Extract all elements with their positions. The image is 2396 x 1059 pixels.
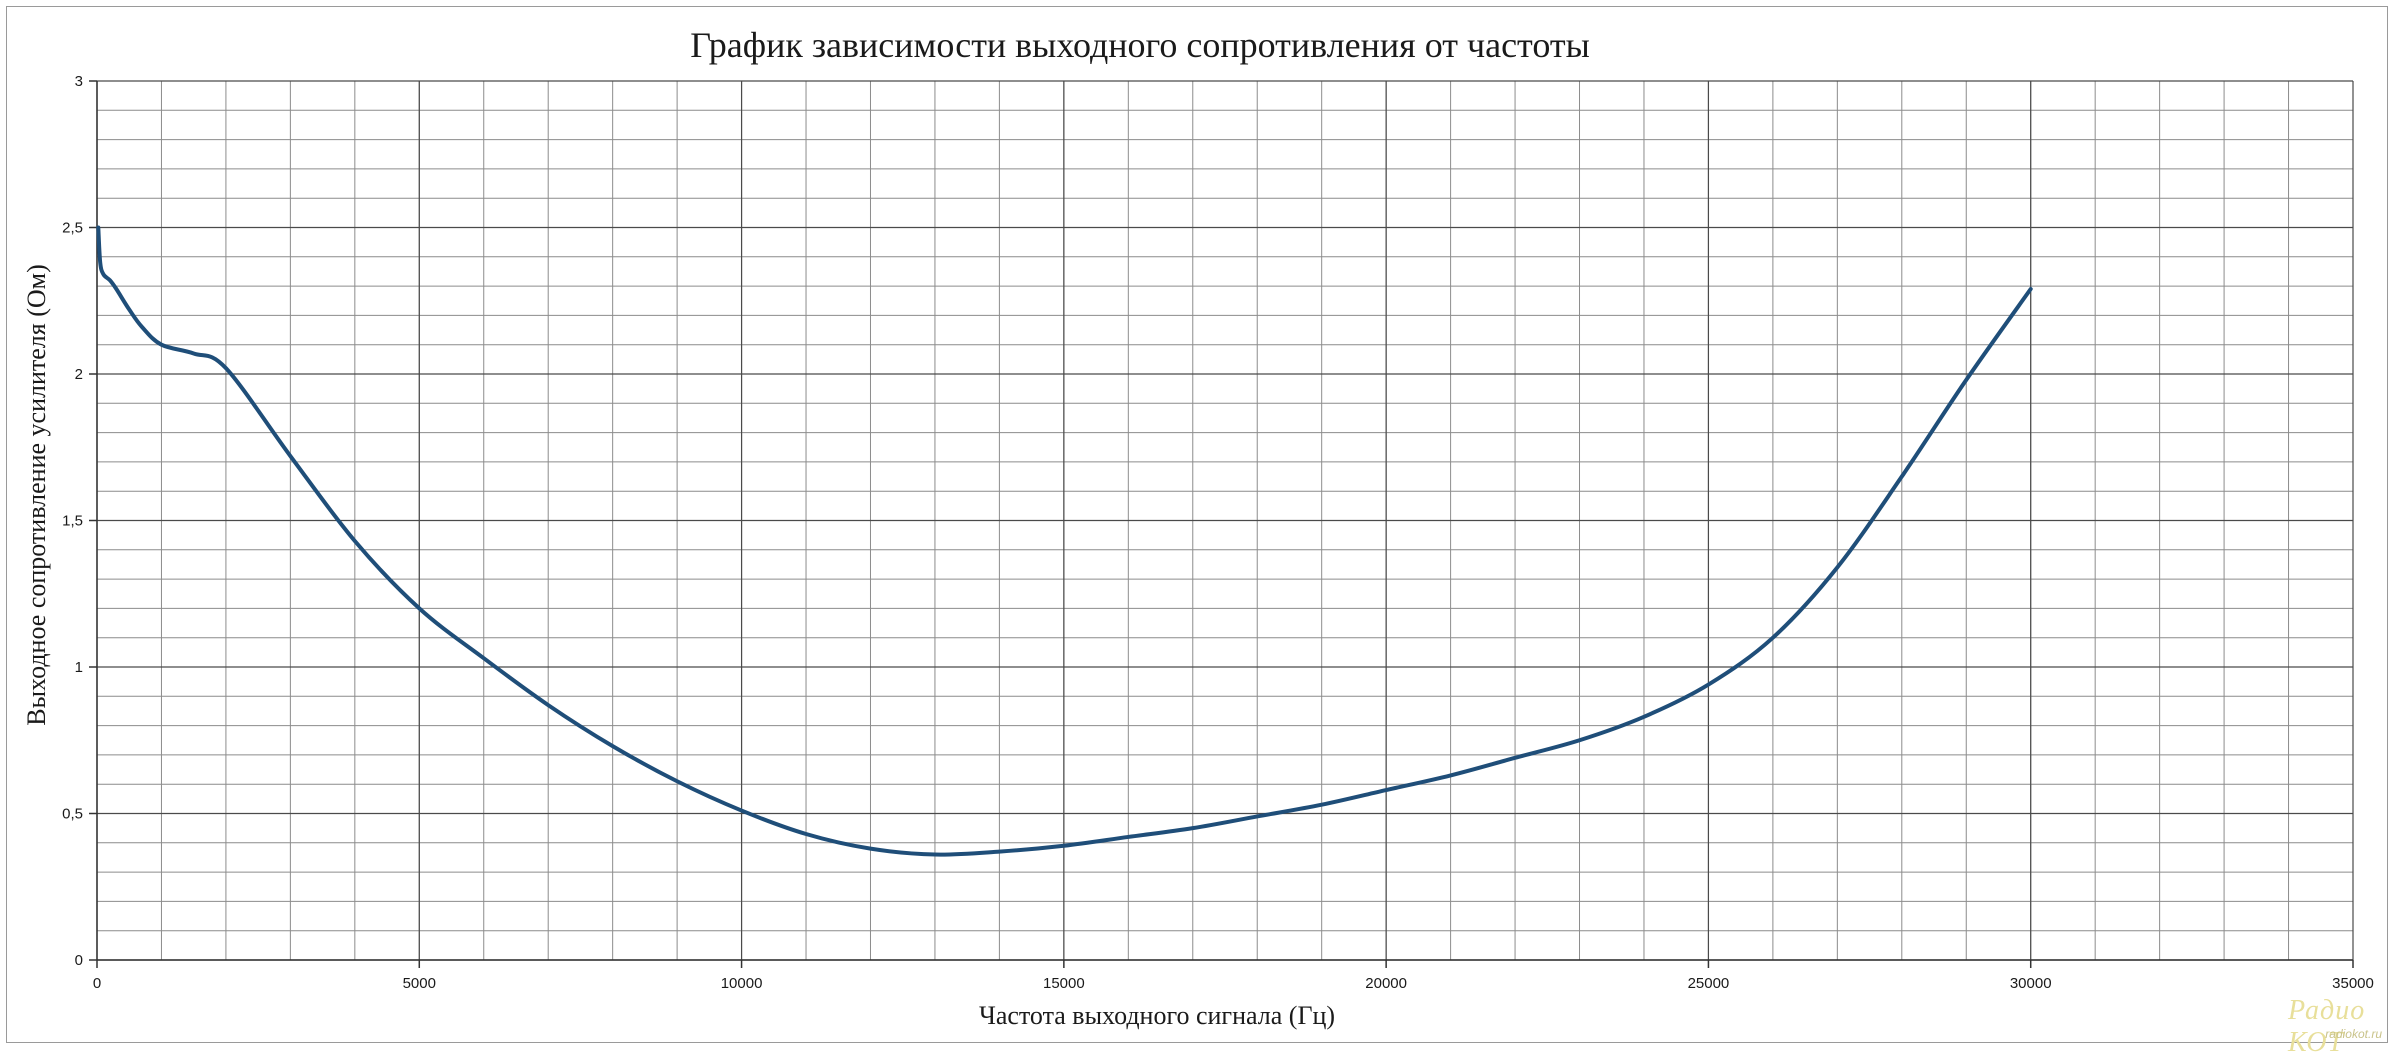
series-line — [96, 225, 2033, 857]
x-tick-label: 25000 — [1688, 975, 1730, 992]
x-tick-label: 35000 — [2332, 975, 2374, 992]
series-layer — [96, 225, 2033, 857]
x-tick-label: 10000 — [721, 975, 763, 992]
y-tick-label: 2,5 — [62, 220, 83, 237]
watermark-url: radiokot.ru — [2325, 1027, 2382, 1041]
x-tick-label: 5000 — [403, 975, 436, 992]
y-tick-label: 1 — [75, 659, 83, 676]
grid-major — [96, 80, 2354, 961]
y-tick-label: 0 — [75, 952, 83, 969]
x-tick-label: 30000 — [2010, 975, 2052, 992]
x-axis-label: Частота выходного сигнала (Гц) — [979, 1001, 1335, 1030]
y-tick-label: 2 — [75, 366, 83, 383]
chart-frame — [6, 6, 2388, 1043]
y-tick-label: 3 — [75, 73, 83, 90]
radiokot-watermark: Радио КОТ radiokot.ru — [2288, 995, 2384, 1058]
x-tick-label: 20000 — [1365, 975, 1407, 992]
y-tick-label: 1,5 — [62, 513, 83, 530]
y-axis-label: Выходное сопротивление усилителя (Ом) — [22, 264, 51, 726]
x-tick-label: 15000 — [1043, 975, 1085, 992]
x-tick-labels: 0 5000 10000 15000 20000 25000 30000 35000 — [93, 975, 2374, 992]
chart-axes — [89, 80, 2354, 968]
chart-title: График зависимости выходного сопротивлен… — [690, 25, 1590, 65]
x-tick-label: 0 — [93, 975, 101, 992]
y-tick-label: 0,5 — [62, 806, 83, 823]
y-tick-labels: 0 0,5 1 1,5 2 2,5 3 — [62, 73, 83, 969]
